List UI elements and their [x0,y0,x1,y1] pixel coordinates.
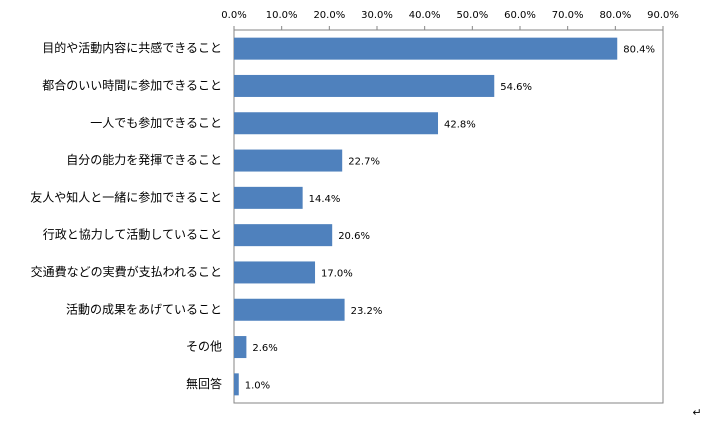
category-label: 行政と協力して活動していること [43,227,222,242]
bar [234,186,303,209]
x-tick-label: 60.0% [504,10,536,21]
value-label: 80.4% [623,45,655,56]
value-label: 2.6% [252,343,277,354]
value-label: 1.0% [245,380,270,391]
bar [234,37,618,60]
bar [234,261,316,284]
value-label: 14.4% [309,194,341,205]
value-label: 20.6% [338,231,370,242]
value-label: 54.6% [500,82,532,93]
category-label: その他 [186,340,222,354]
value-label: 22.7% [348,157,380,168]
x-tick-label: 50.0% [456,10,488,21]
x-tick-label: 10.0% [266,10,298,21]
category-label: 都合のいい時間に参加できること [42,77,222,92]
category-label: 友人や知人と一緒に参加できること [30,189,222,204]
category-label: 活動の成果をあげていること [66,302,222,316]
x-tick-label: 0.0% [221,10,246,21]
category-label: 一人でも参加できること [90,115,222,130]
bar [234,149,343,172]
bar [234,112,439,135]
x-tick-label: 40.0% [409,10,441,21]
category-label: 目的や活動内容に共感できること [42,40,222,55]
bar [234,74,495,97]
category-label: 交通費などの実費が支払われること [31,264,222,279]
value-label: 23.2% [351,306,383,317]
value-label: 42.8% [444,119,476,130]
bar [234,373,239,396]
x-tick-label: 80.0% [599,10,631,21]
category-label: 無回答 [186,376,222,391]
bar [234,224,333,247]
bar [234,298,345,321]
plot-frame [233,29,664,404]
x-tick-label: 30.0% [361,10,393,21]
return-mark: ↵ [692,406,701,419]
bar [234,336,247,359]
x-tick-label: 90.0% [647,10,679,21]
x-tick-label: 20.0% [313,10,345,21]
category-label: 自分の能力を発揮できること [66,153,222,167]
x-tick-label: 70.0% [552,10,584,21]
value-label: 17.0% [321,268,353,279]
